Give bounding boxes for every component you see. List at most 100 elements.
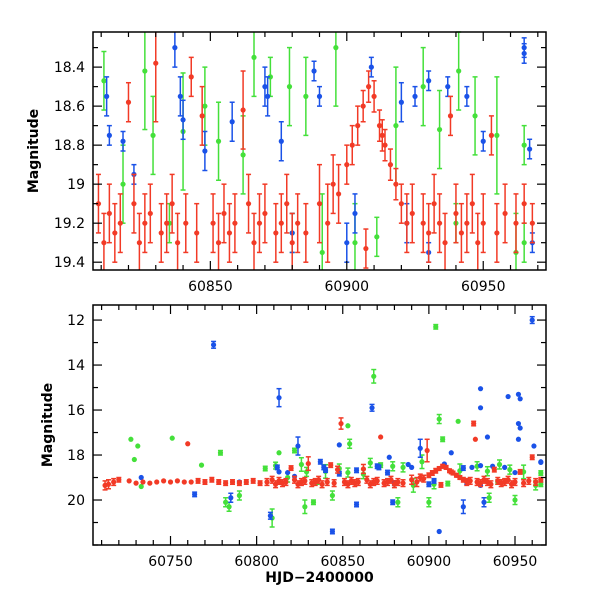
marker: [436, 416, 442, 422]
data-point-red: [488, 115, 495, 156]
marker: [216, 479, 222, 485]
x-tick-label: 60900: [325, 279, 370, 295]
data-point-green: [486, 492, 492, 504]
data-point-green: [345, 467, 351, 478]
marker: [174, 478, 180, 484]
marker: [273, 230, 279, 236]
marker: [228, 495, 234, 501]
data-point-red: [185, 441, 191, 447]
marker: [517, 396, 523, 402]
marker: [101, 78, 107, 84]
data-point-green: [472, 76, 478, 156]
marker: [398, 99, 404, 105]
data-point-red: [421, 474, 427, 483]
marker: [174, 240, 181, 246]
data-point-green: [538, 470, 544, 477]
marker: [512, 479, 518, 485]
marker: [484, 434, 491, 440]
marker: [226, 504, 232, 510]
marker: [371, 93, 377, 99]
x-axis-label: HJD−2400000: [265, 570, 374, 586]
data-point-red: [529, 202, 535, 244]
data-point-red: [283, 477, 289, 487]
data-point-green: [310, 499, 317, 506]
marker: [161, 478, 167, 484]
data-point-red: [424, 438, 430, 463]
data-point-red: [174, 212, 181, 270]
marker: [445, 480, 451, 487]
data-point-green: [521, 124, 527, 166]
data-point-blue: [448, 450, 454, 456]
data-point-red: [378, 434, 384, 440]
data-point-green: [496, 459, 503, 470]
marker: [507, 467, 513, 473]
marker: [164, 220, 170, 226]
marker: [517, 425, 523, 431]
marker: [426, 230, 432, 236]
data-point-blue: [376, 464, 382, 471]
data-point-red: [194, 202, 200, 263]
marker: [334, 467, 341, 473]
data-point-red: [164, 193, 170, 254]
marker: [285, 469, 291, 476]
marker: [480, 138, 486, 144]
y-tick-label: 16: [67, 403, 85, 419]
marker: [295, 220, 301, 226]
marker: [436, 126, 443, 133]
data-point-red: [278, 193, 284, 254]
data-point-red: [491, 466, 497, 473]
data-point-red: [513, 193, 519, 254]
marker: [486, 495, 492, 501]
data-point-blue: [398, 81, 404, 123]
marker: [469, 201, 475, 207]
marker: [101, 240, 107, 246]
marker: [374, 234, 380, 240]
data-point-red: [262, 183, 268, 244]
marker: [195, 478, 201, 484]
data-point-red: [295, 193, 301, 254]
x-tick-label: 60900: [407, 554, 452, 570]
data-point-blue: [445, 76, 451, 98]
marker: [198, 462, 205, 468]
marker: [472, 436, 478, 442]
data-point-red: [488, 480, 494, 489]
marker: [477, 480, 484, 486]
marker: [288, 465, 294, 471]
data-point-blue: [274, 464, 280, 471]
data-point-blue: [316, 85, 323, 107]
data-point-red: [161, 478, 167, 484]
data-point-green: [426, 497, 432, 508]
data-point-blue: [512, 469, 518, 476]
marker: [177, 93, 183, 99]
data-point-blue: [265, 76, 271, 117]
data-point-red: [106, 183, 112, 244]
data-points: [102, 315, 544, 535]
data-point-red: [305, 456, 311, 472]
data-point-blue: [295, 436, 301, 456]
data-point-red: [521, 479, 527, 488]
data-point-red: [142, 193, 148, 254]
data-point-red: [338, 417, 344, 430]
data-point-blue: [477, 405, 484, 411]
data-point-green: [223, 497, 229, 508]
marker: [512, 469, 518, 476]
marker: [262, 465, 268, 472]
data-point-blue: [426, 70, 432, 92]
series-blue: [104, 32, 535, 263]
data-point-blue: [477, 462, 484, 469]
data-point-red: [480, 193, 486, 254]
data-point-red: [395, 477, 401, 487]
marker: [286, 84, 293, 90]
marker: [185, 441, 191, 447]
x-tick-label: 60750: [148, 554, 193, 570]
series-green: [128, 323, 544, 528]
marker: [106, 210, 112, 217]
marker: [344, 162, 350, 168]
marker: [345, 423, 351, 429]
data-point-red: [147, 183, 153, 244]
data-point-red: [309, 479, 315, 488]
data-point-blue: [352, 193, 358, 234]
data-point-green: [120, 144, 126, 224]
data-point-blue: [177, 76, 183, 117]
marker: [226, 230, 233, 236]
